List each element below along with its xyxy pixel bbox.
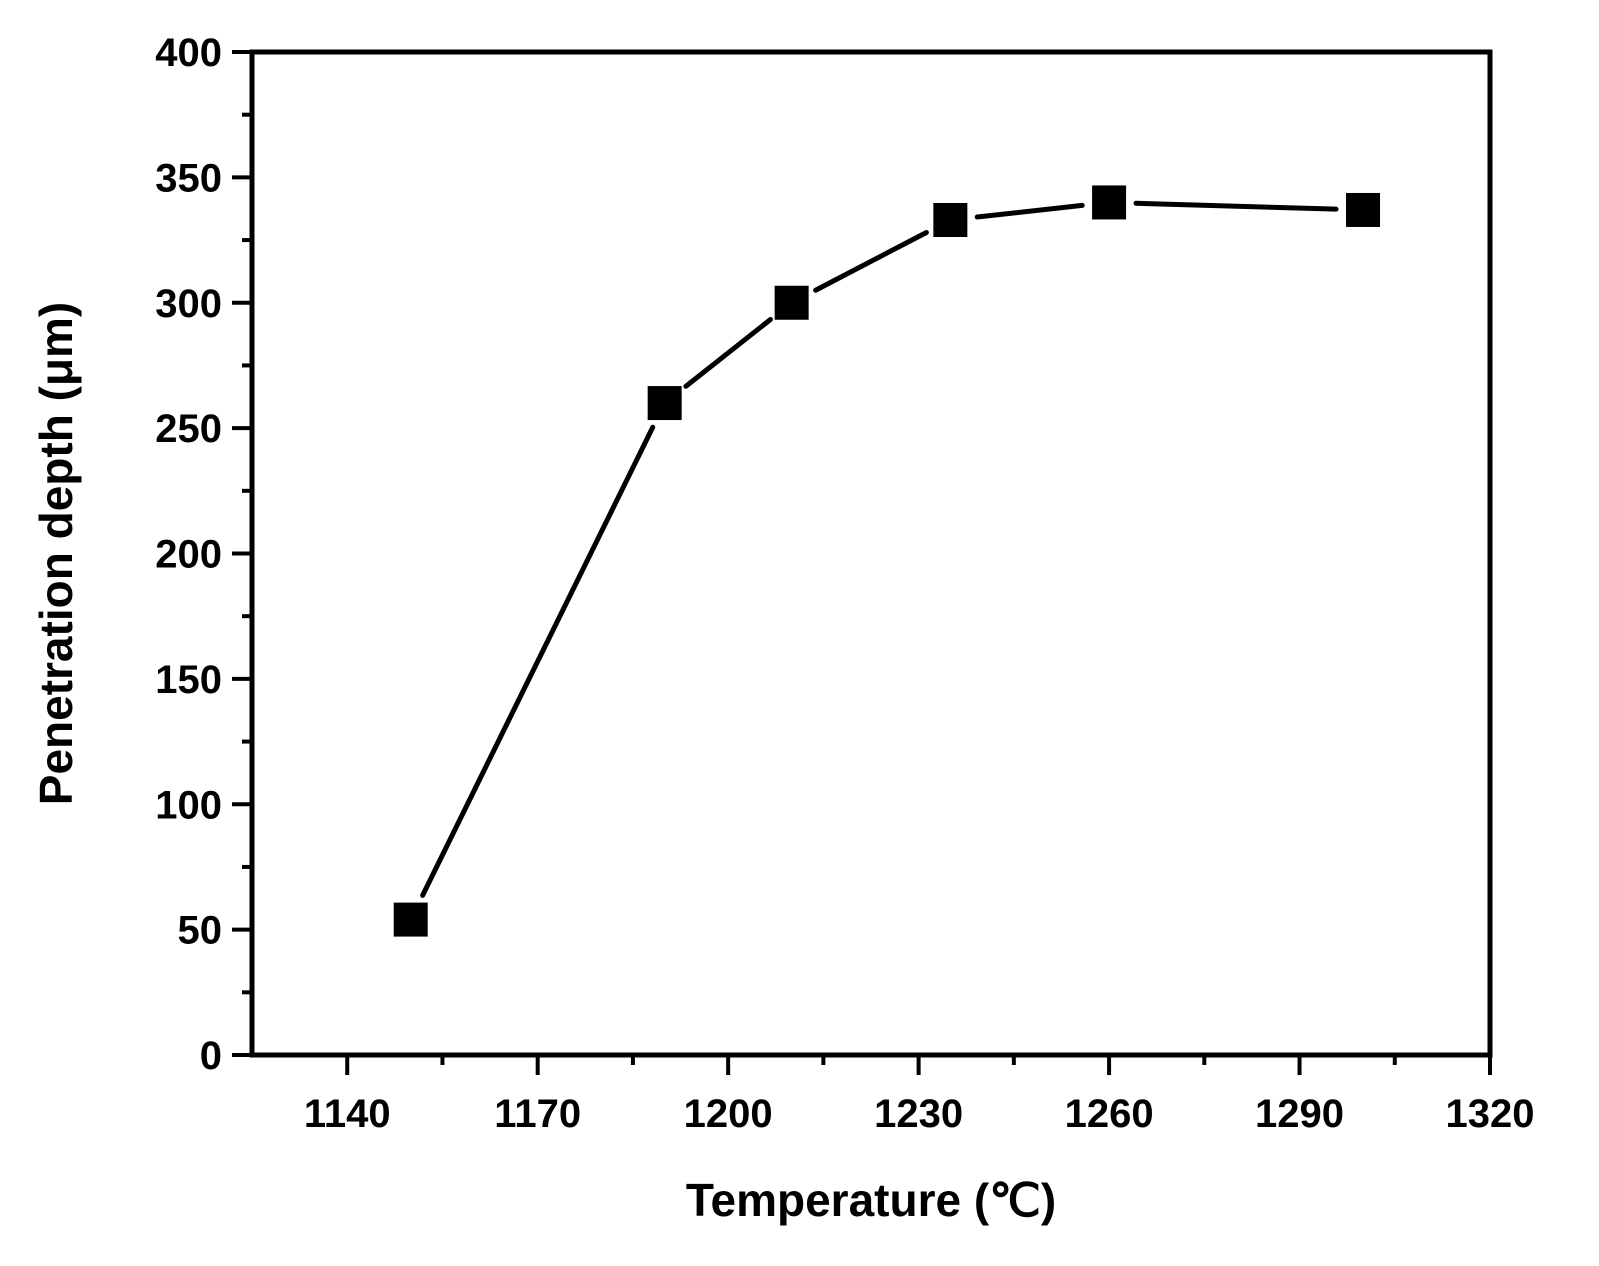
series-line-segment [813, 229, 929, 293]
x-tick-label: 1260 [1065, 1092, 1154, 1136]
x-tick-label: 1230 [874, 1092, 963, 1136]
x-tick-label: 1320 [1446, 1092, 1535, 1136]
y-tick-label: 0 [200, 1034, 222, 1078]
y-tick-label: 300 [155, 282, 222, 326]
x-axis-title: Temperature (℃) [686, 1174, 1056, 1226]
data-point-marker [647, 386, 682, 421]
x-tick-label: 1140 [304, 1092, 391, 1136]
y-tick-label: 200 [155, 533, 222, 577]
x-axis: 1140 1170 1200 1230 1260 1290 1320 [304, 1055, 1535, 1136]
x-tick-label: 1170 [494, 1092, 581, 1136]
data-point-marker [774, 285, 809, 320]
series-line-segment [1133, 200, 1339, 212]
y-tick-label: 350 [155, 156, 222, 200]
y-tick-label: 150 [155, 658, 222, 702]
plot-frame [249, 49, 1493, 1058]
data-point-marker [393, 902, 428, 937]
data-point-marker [1346, 192, 1381, 227]
y-tick-label: 100 [155, 783, 222, 827]
y-axis: 0 50 100 150 200 250 300 350 400 [155, 31, 252, 1078]
series-line-segment [974, 202, 1085, 220]
series-layer [393, 185, 1381, 937]
data-point-marker [1092, 185, 1127, 220]
series-line-segment [683, 316, 773, 389]
x-tick-label: 1200 [684, 1092, 773, 1136]
y-tick-label: 400 [155, 31, 222, 75]
series-line-segment [420, 424, 656, 898]
y-tick-label: 50 [178, 909, 223, 953]
y-tick-label: 250 [155, 407, 222, 451]
x-tick-label: 1290 [1255, 1092, 1344, 1136]
y-axis-title: Penetration depth (μm) [30, 302, 82, 805]
data-point-marker [933, 203, 968, 238]
